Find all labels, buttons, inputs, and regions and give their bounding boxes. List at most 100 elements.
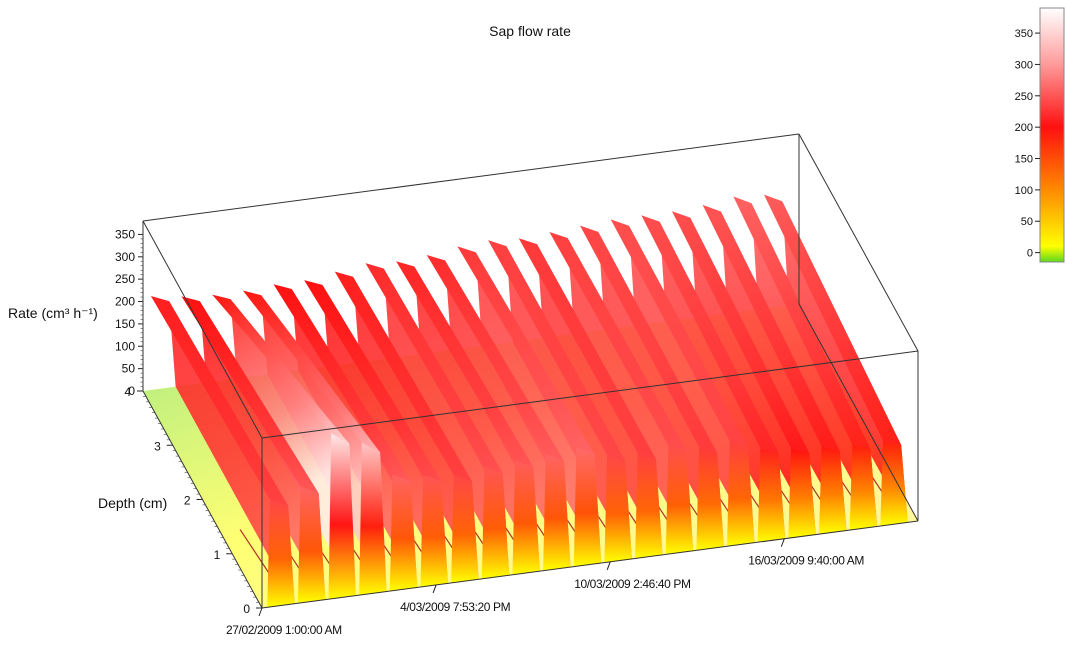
ridge-front-face (665, 444, 694, 555)
ridge-front-face (604, 454, 632, 563)
surface-ridges (150, 194, 908, 608)
day-ridge (702, 204, 847, 535)
day-ridge (580, 225, 724, 551)
date-tick (780, 538, 785, 547)
ridge-front-face (328, 433, 356, 600)
rate-tick-label: 100 (115, 339, 135, 353)
ridge-slope (567, 237, 694, 551)
rate-axis-label: Rate (cm³ h⁻¹) (8, 305, 98, 321)
depth-axis: 0 1 2 3 4 (124, 385, 262, 616)
rate-tick-label: 50 (122, 362, 136, 376)
date-tick-label: 16/03/2009 9:40:00 AM (748, 554, 864, 568)
rate-tick-label: 250 (115, 272, 135, 286)
depth-axis-label: Depth (cm) (98, 495, 167, 511)
date-tick (432, 584, 437, 594)
day-ridge (610, 219, 755, 547)
ridge-front-face (359, 442, 387, 596)
ridge-front-face (543, 454, 571, 571)
depth-tick-label: 2 (184, 494, 191, 508)
ridge-slope (628, 225, 755, 543)
ridge-slope (506, 246, 632, 559)
ridge-front-face (727, 440, 755, 547)
date-tick (258, 607, 263, 617)
date-tick-label: 27/02/2009 1:00:00 AM (226, 623, 342, 637)
day-ridge (181, 296, 326, 604)
day-ridge (457, 246, 602, 567)
colorbar-tick-label: 50 (1021, 216, 1033, 228)
box-edge (261, 520, 919, 609)
ridge-front-face (481, 466, 510, 579)
rate-axis: 0 50 100 150 200 250 300 350 (115, 227, 143, 398)
day-ridge (671, 211, 816, 539)
day-ridge (763, 194, 908, 526)
colorbar-tick-label: 150 (1015, 154, 1033, 166)
colorbar: 0 50 100 150 200 250 300 350 (1015, 7, 1065, 263)
box-edge (261, 350, 919, 439)
colorbar-tick-label: 100 (1015, 185, 1033, 197)
plot-box (142, 133, 919, 609)
date-axis: 27/02/2009 1:00:00 AM 4/03/2009 7:53:20 P… (226, 538, 865, 637)
colorbar-tick-label: 350 (1015, 28, 1033, 40)
ridge-slope (230, 299, 356, 596)
ridge-slope (690, 217, 816, 535)
day-ridge (365, 263, 510, 579)
ridge-front-face (788, 448, 816, 539)
ridge-front-face (757, 447, 786, 543)
day-ridge (488, 240, 632, 563)
day-ridge (212, 294, 356, 600)
depth-tick-label: 3 (154, 439, 161, 453)
ridge-slope (720, 211, 847, 531)
box-edge (142, 220, 263, 439)
box-edge (798, 303, 919, 522)
day-ridge (150, 296, 295, 608)
ridge-slope (199, 301, 326, 600)
depth-tick-label: 1 (214, 548, 221, 562)
ridge-front-face (512, 460, 540, 575)
ridge-front-face (297, 486, 326, 604)
ridge-slope (169, 301, 295, 604)
ridge-slope (536, 244, 663, 555)
rate-tick-label: 300 (115, 250, 135, 264)
colorbar-tick-label: 300 (1015, 59, 1033, 71)
colorbar-scale (1039, 7, 1065, 263)
colorbar-tick-label: 200 (1015, 122, 1033, 134)
ridge-front-face (573, 447, 602, 567)
depth-tick-label: 0 (243, 602, 250, 616)
depth-tick-label: 4 (124, 385, 131, 399)
colorbar-tick-label: 250 (1015, 91, 1033, 103)
ridge-front-face (389, 474, 418, 592)
day-ridge (334, 271, 479, 583)
box-edge (142, 133, 800, 222)
colorbar-tick-label: 0 (1027, 248, 1033, 260)
day-ridge (518, 238, 663, 559)
day-ridge (549, 231, 694, 555)
ridge-slope (598, 231, 724, 547)
ridge-slope (414, 266, 540, 572)
day-ridge (304, 280, 448, 587)
ridge-slope (322, 284, 448, 584)
ridge-slope (659, 221, 786, 539)
rate-tick-label: 350 (115, 227, 135, 241)
ridge-slope (475, 252, 602, 564)
date-tick-label: 4/03/2009 7:53:20 PM (400, 600, 510, 614)
ridge-front-face (880, 440, 908, 526)
date-tick-label: 10/03/2009 2:46:40 PM (574, 577, 691, 591)
rate-tick-label: 0 (128, 384, 135, 398)
ridge-front-face (635, 453, 663, 559)
ridge-front-face (849, 444, 878, 531)
ridge-slope (444, 260, 571, 568)
ridge-front-face (267, 499, 295, 608)
ridge-front-face (420, 474, 448, 587)
ridge-front-face (696, 447, 724, 551)
day-ridge (641, 215, 786, 543)
date-tick (606, 561, 611, 570)
ridge-slope (353, 276, 479, 580)
ridge-front-face (819, 446, 847, 535)
rate-tick-label: 200 (115, 295, 135, 309)
day-ridge (426, 254, 571, 571)
ridge-slope (782, 201, 908, 523)
ridge-slope (383, 268, 510, 576)
chart-title: Sap flow rate (489, 23, 571, 39)
